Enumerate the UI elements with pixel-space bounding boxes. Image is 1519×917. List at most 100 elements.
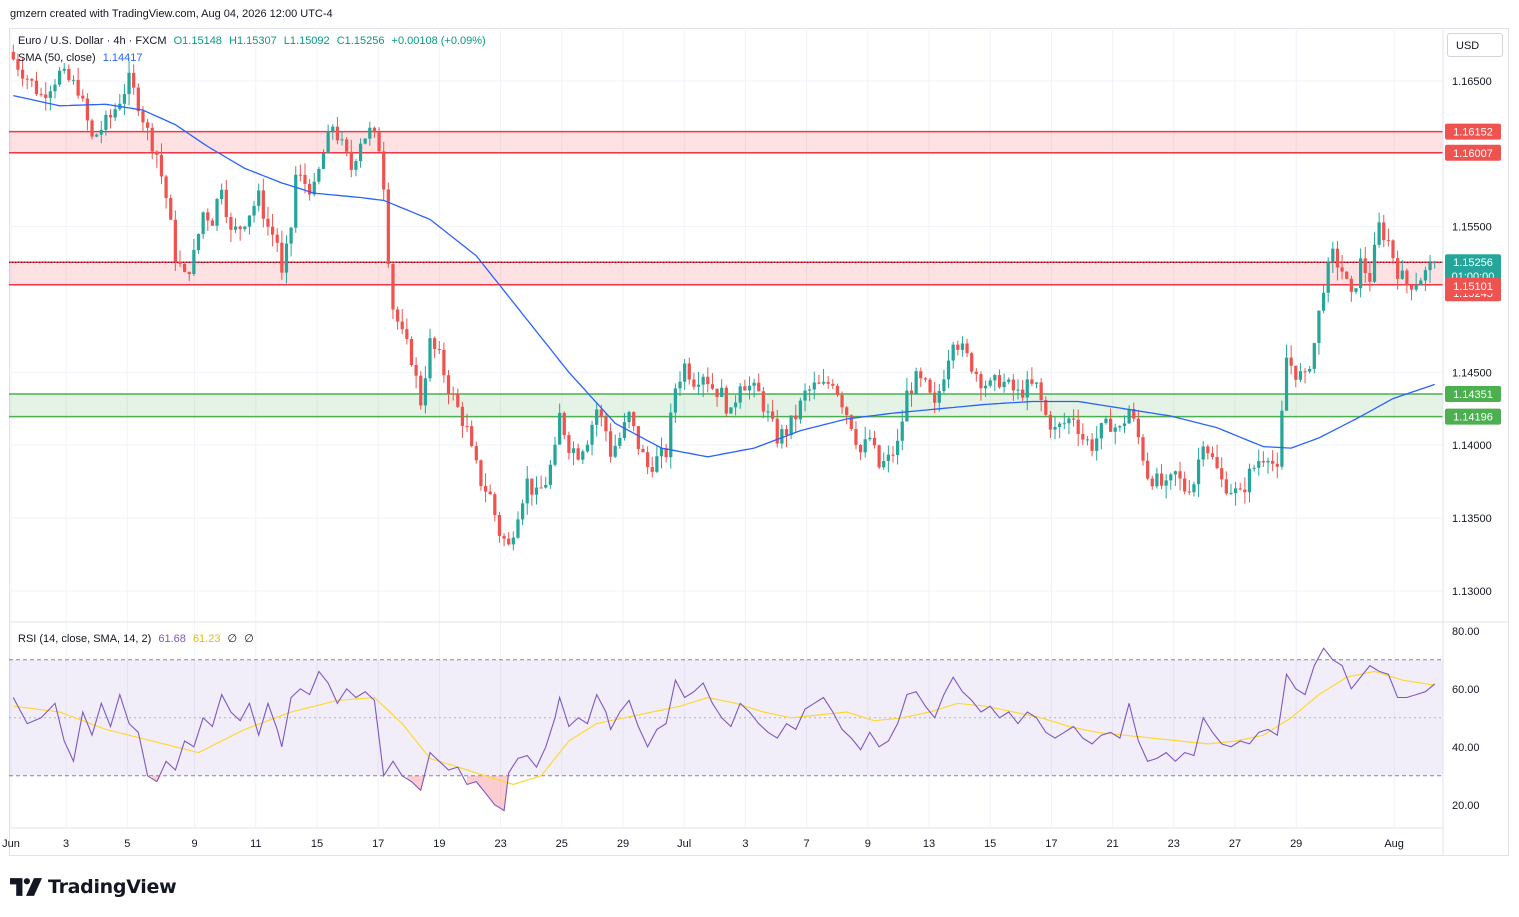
rsi-tick-label: 20.00 <box>1452 800 1480 812</box>
candle-body <box>1127 408 1131 424</box>
candle-body <box>1419 280 1423 286</box>
candle-body <box>215 199 219 226</box>
candle-body <box>294 174 298 228</box>
candle-body <box>16 59 20 70</box>
candle-body <box>534 487 539 495</box>
candle-body <box>530 478 534 495</box>
rsi-legend[interactable]: RSI (14, close, SMA, 14, 2) 61.68 61.23 … <box>18 632 258 645</box>
candle-body <box>645 452 650 468</box>
candle-body <box>1173 471 1178 475</box>
rsi-ma-value: 61.23 <box>192 633 221 645</box>
chart-frame <box>9 28 1509 856</box>
price-label-badge <box>1445 254 1501 271</box>
candle-body <box>882 461 886 468</box>
candle-body <box>1289 357 1293 366</box>
candle-body <box>687 363 691 380</box>
time-tick-label: 9 <box>192 838 198 850</box>
candle-body <box>1039 382 1043 401</box>
candle-body <box>766 411 770 413</box>
candle-body <box>1386 240 1391 242</box>
candle-body <box>678 381 682 389</box>
candle-body <box>1252 467 1256 469</box>
candle-body <box>25 78 29 80</box>
candle-body <box>1409 285 1414 290</box>
candle-body <box>692 379 696 387</box>
ohlc-change: +0.00108 (+0.09%) <box>391 35 486 47</box>
candle-body <box>937 391 941 403</box>
price-tick-label: 1.14000 <box>1452 440 1492 452</box>
candle-body <box>812 382 816 390</box>
candle-body <box>104 114 108 130</box>
price-label-text: 1.16007 <box>1453 148 1493 160</box>
candle-body <box>956 344 960 350</box>
candle-body <box>877 445 881 468</box>
footer-brand[interactable]: TradingView <box>10 874 177 900</box>
price-label-text: 1.14196 <box>1453 412 1493 424</box>
candle-body <box>30 78 34 81</box>
candle-body <box>627 412 631 423</box>
currency-selector[interactable]: USD <box>1447 33 1503 57</box>
candle-body <box>1136 418 1140 438</box>
sma-value: 1.14417 <box>102 52 143 64</box>
sma-legend[interactable]: SMA (50, close) 1.14417 <box>18 52 146 64</box>
candle-body <box>145 122 150 128</box>
candle-body <box>1243 489 1247 493</box>
candle-body <box>233 226 238 230</box>
candle-body <box>733 402 738 408</box>
candle-body <box>261 190 265 219</box>
candle-body <box>340 139 344 141</box>
sma-50-line <box>13 94 1435 458</box>
candle-body <box>95 134 99 137</box>
candle-body <box>57 70 62 85</box>
time-tick-label: 27 <box>1229 838 1241 850</box>
rsi-value: 61.68 <box>158 633 186 645</box>
candle-body <box>497 515 502 536</box>
candle-body <box>835 385 840 396</box>
candle-body <box>858 444 863 453</box>
candle-body <box>831 383 835 386</box>
candle-body <box>159 154 164 177</box>
candle-body <box>446 375 451 394</box>
price-labels: 1.161521.160071.1525601:00:001.152451.15… <box>1445 123 1501 425</box>
grid-lines <box>9 28 1443 828</box>
rsi-oversold-fill <box>152 775 509 811</box>
candle-body <box>331 126 335 132</box>
candle-body <box>923 378 928 380</box>
candle-body <box>1034 382 1039 384</box>
candle-body <box>794 415 798 420</box>
candle-body <box>1085 439 1090 441</box>
candle-body <box>238 226 242 230</box>
candle-body <box>761 391 765 412</box>
price-label-badge <box>1445 144 1501 161</box>
time-tick-label: 29 <box>1290 838 1302 850</box>
candle-body <box>622 422 627 438</box>
candle-body <box>1275 463 1279 467</box>
candle-body <box>974 371 978 375</box>
resistance-zone <box>9 262 1443 285</box>
candle-body <box>1280 410 1284 467</box>
candle-body <box>460 406 465 426</box>
candle-body <box>187 271 191 275</box>
price-label-text: 1.14351 <box>1453 389 1493 401</box>
candle-body <box>905 390 909 422</box>
candle-body <box>488 491 492 495</box>
candle-body <box>132 72 136 88</box>
candle-body <box>113 109 117 118</box>
candle-body <box>122 94 127 104</box>
candle-body <box>516 519 520 538</box>
candle-body <box>599 409 603 417</box>
candle-body <box>544 484 548 488</box>
ohlc-close: C1.15256 <box>336 35 385 47</box>
candle-body <box>951 344 955 361</box>
candle-body <box>358 143 363 162</box>
candle-body <box>789 415 793 435</box>
symbol-name[interactable]: Euro / U.S. Dollar · 4h · FXCM <box>18 35 167 47</box>
candle-body <box>298 174 302 176</box>
candle-body <box>169 198 173 220</box>
candle-body <box>1099 423 1103 439</box>
candle-body <box>775 418 779 444</box>
candle-body <box>127 72 131 95</box>
candle-body <box>1433 262 1437 264</box>
candle-body <box>1271 460 1275 464</box>
